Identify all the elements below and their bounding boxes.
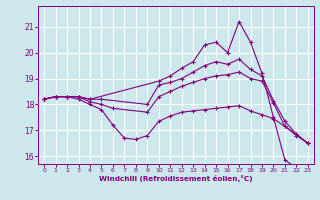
X-axis label: Windchill (Refroidissement éolien,°C): Windchill (Refroidissement éolien,°C) — [99, 175, 253, 182]
